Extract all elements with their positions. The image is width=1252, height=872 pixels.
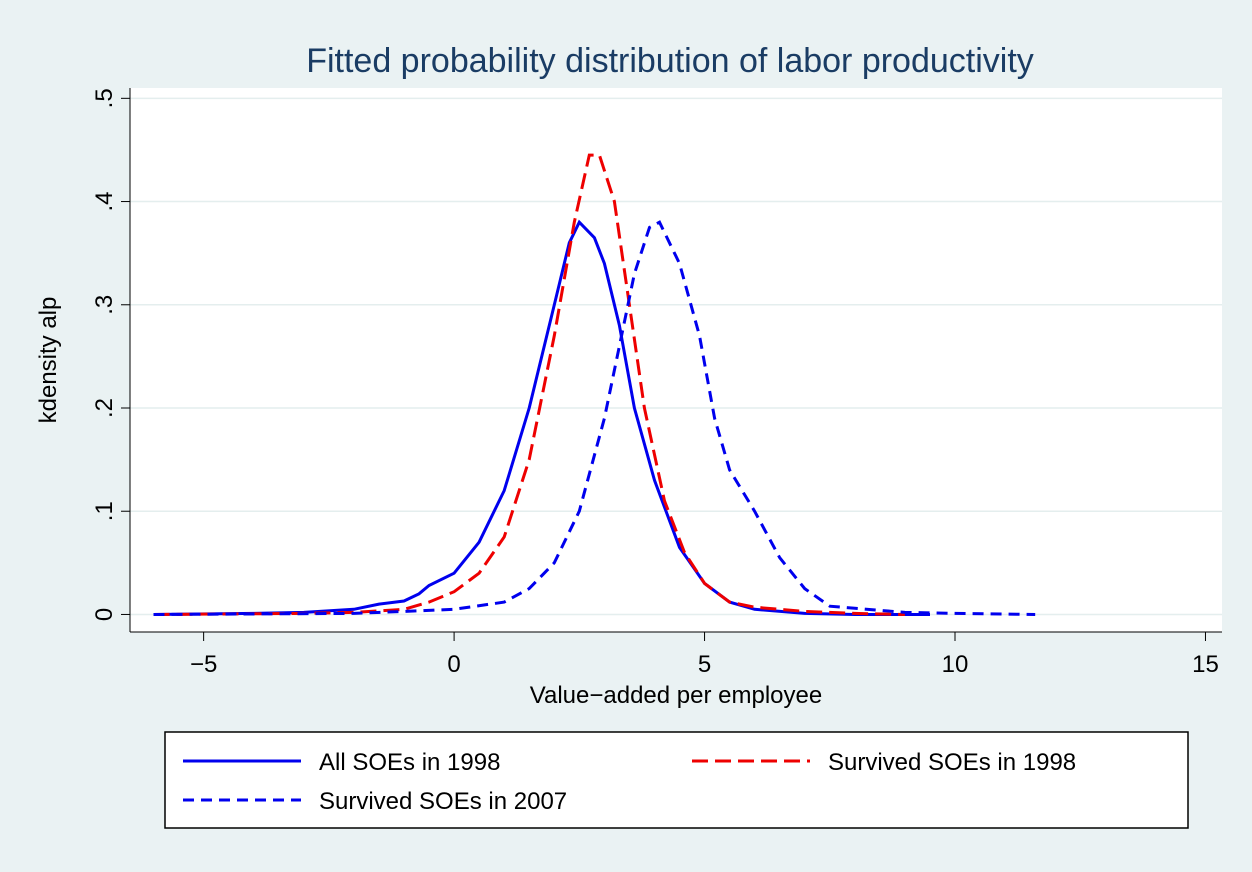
legend-label: Survived SOEs in 1998 (828, 749, 1076, 776)
legend-box (164, 731, 1189, 829)
y-tick-label: .1 (91, 501, 118, 521)
x-tick-label: −5 (190, 651, 217, 678)
chart-title: Fitted probability distribution of labor… (306, 42, 1034, 80)
y-tick-label: .4 (91, 192, 118, 212)
plot-area (130, 88, 1222, 632)
y-tick-label: .3 (91, 295, 118, 315)
y-tick-label: .5 (91, 88, 118, 108)
x-tick-label: 10 (942, 651, 969, 678)
y-tick-label: 0 (91, 608, 118, 621)
series-line (153, 220, 1036, 616)
x-tick-label: 0 (447, 651, 460, 678)
legend-label: All SOEs in 1998 (319, 749, 500, 776)
legend-label: Survived SOEs in 2007 (319, 788, 567, 815)
y-tick-label: .2 (91, 398, 118, 418)
x-tick-label: 15 (1192, 651, 1219, 678)
x-tick-label: 5 (698, 651, 711, 678)
x-axis-label: Value−added per employee (530, 682, 822, 709)
y-axis-label: kdensity alp (35, 297, 62, 424)
